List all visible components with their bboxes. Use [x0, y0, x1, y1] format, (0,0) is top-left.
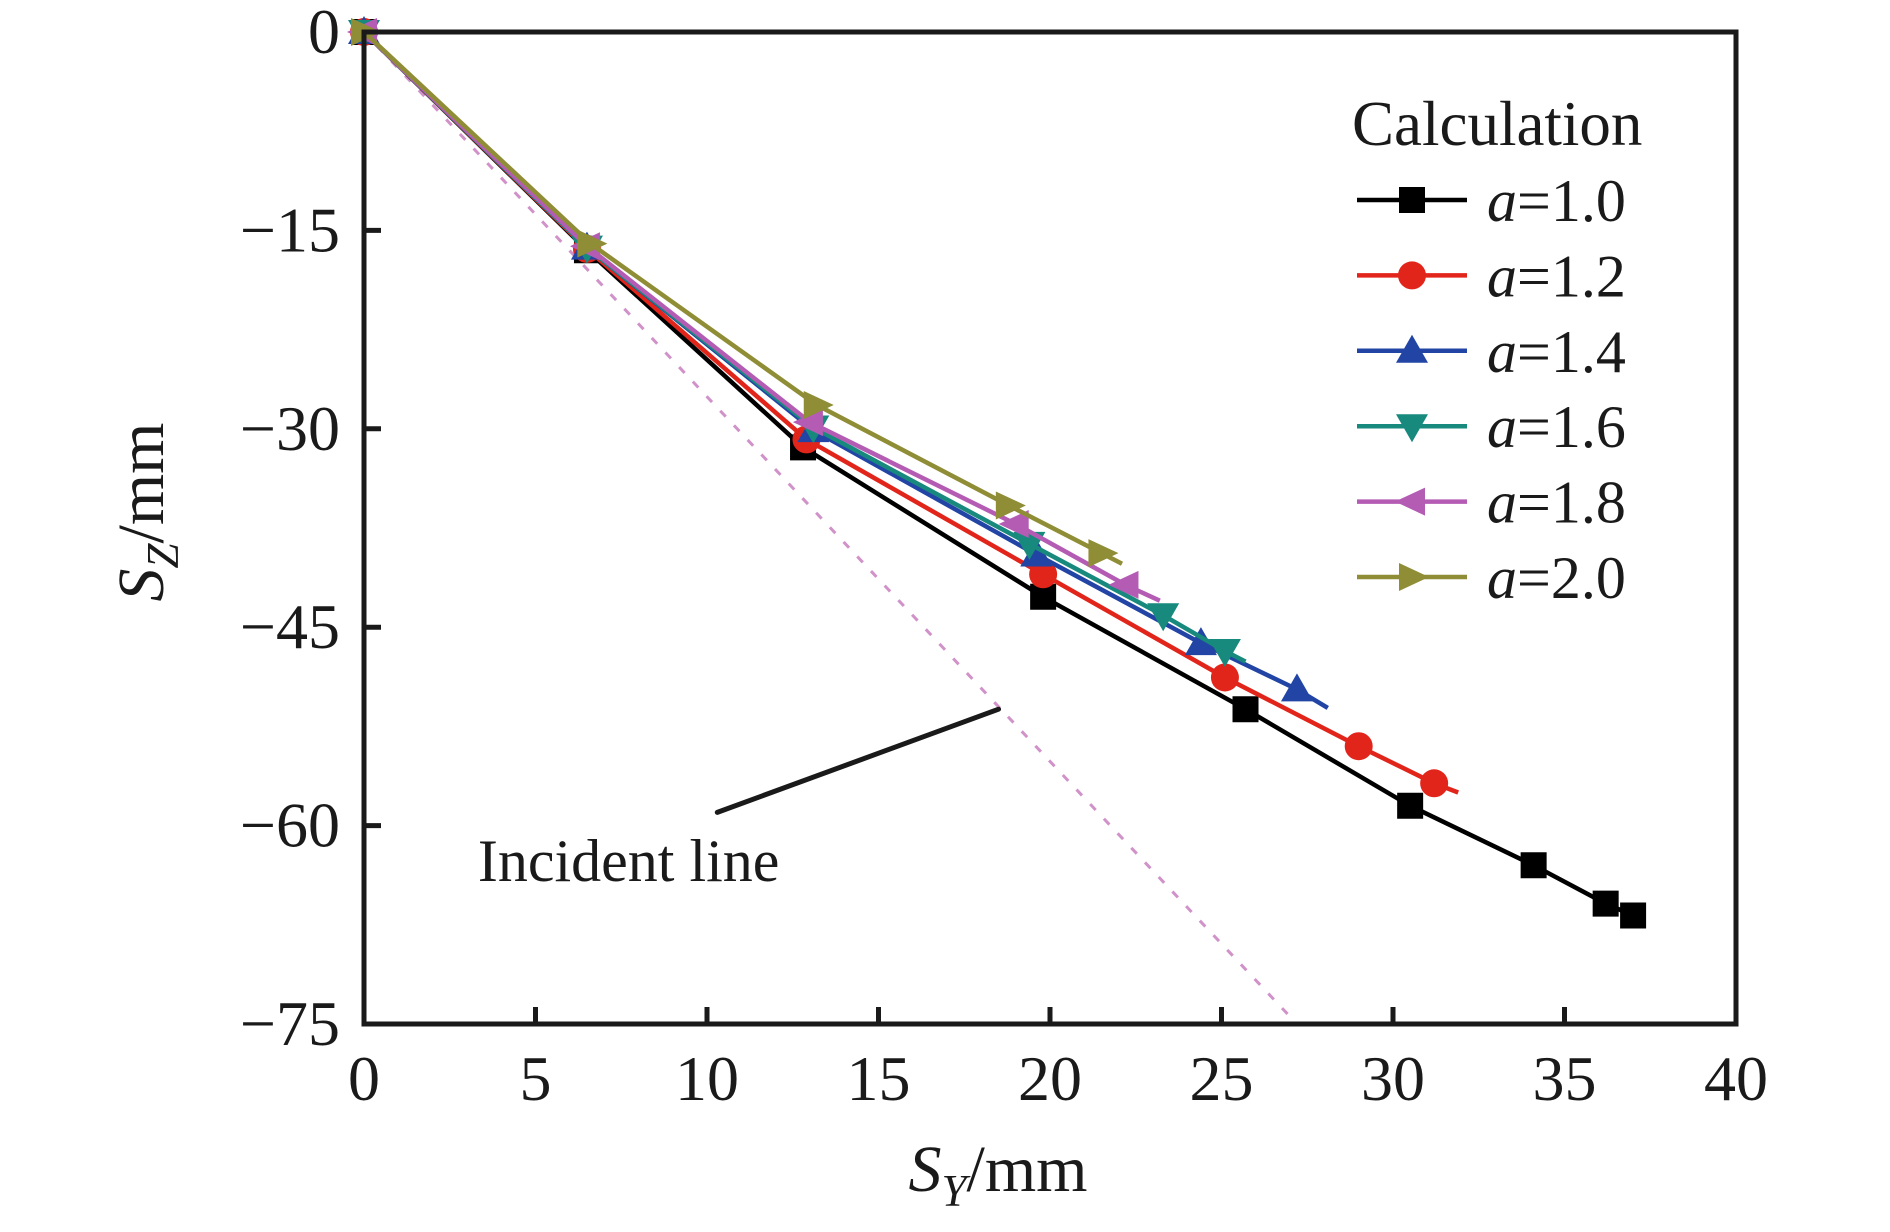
incident-line — [362, 30, 1299, 1026]
triangle-up-marker-a-1-4 — [1020, 538, 1053, 567]
series-a-2-0 — [351, 18, 1124, 568]
triangle-right-marker-a-2-0 — [577, 229, 608, 258]
y-tick-label: −15 — [240, 194, 340, 265]
triangle-right-marker-a-2-0 — [803, 390, 834, 419]
legend-title: Calculation — [1352, 89, 1642, 159]
square-marker-a-1-0 — [1620, 902, 1647, 929]
y-tick-label: 0 — [308, 0, 340, 67]
legend-item-a-1-8: a=1.8 — [1357, 470, 1626, 536]
legend-triangle-up-marker-icon — [1396, 334, 1428, 363]
legend-label-a-1-0: a=1.0 — [1487, 168, 1626, 234]
triangle-right-marker-a-2-0 — [1088, 539, 1119, 568]
legend-label-a-2-0: a=2.0 — [1487, 545, 1626, 611]
legend-circle-marker-icon — [1398, 261, 1426, 290]
legend-triangle-down-marker-icon — [1396, 414, 1428, 443]
legend-item-a-2-0: a=2.0 — [1357, 545, 1626, 611]
x-tick-label: 10 — [675, 1043, 739, 1114]
triangle-up-marker-a-1-4 — [1184, 627, 1217, 656]
x-tick-label: 5 — [520, 1043, 552, 1114]
square-marker-a-1-0 — [1232, 696, 1259, 723]
legend-label-a-1-4: a=1.4 — [1487, 319, 1626, 385]
x-tick-label: 20 — [1018, 1043, 1082, 1114]
legend-item-a-1-4: a=1.4 — [1357, 319, 1626, 385]
legend: Calculation a=1.0 a=1.2 a=1.4 a=1.6 a=1.8 a=2.… — [1352, 89, 1642, 611]
annotation-incident-line-label: Incident line — [478, 828, 780, 894]
legend-triangle-left-marker-icon — [1395, 487, 1425, 516]
triangle-down-marker-a-1-6 — [1147, 603, 1180, 632]
x-tick-label: 40 — [1704, 1043, 1768, 1114]
series-a-1-0 — [351, 19, 1647, 929]
circle-marker-a-1-2 — [1420, 769, 1449, 798]
triangle-left-marker-a-1-8 — [998, 510, 1029, 539]
y-axis: 0 −15 −30 −45 −60 −75 — [240, 0, 381, 1059]
x-tick-label: 30 — [1361, 1043, 1425, 1114]
y-tick-label: −60 — [240, 790, 340, 861]
legend-item-a-1-6: a=1.6 — [1357, 394, 1626, 460]
x-tick-label: 15 — [847, 1043, 911, 1114]
triangle-left-marker-a-1-8 — [792, 408, 823, 437]
square-marker-a-1-0 — [1520, 852, 1547, 879]
x-axis-title: SY/mm — [908, 1133, 1087, 1216]
legend-label-a-1-8: a=1.8 — [1487, 470, 1626, 536]
annotation-pointer-line — [714, 706, 1002, 815]
y-tick-label: −30 — [240, 393, 340, 464]
y-tick-label: −75 — [240, 988, 340, 1059]
triangle-up-marker-a-1-4 — [1280, 673, 1313, 702]
circle-marker-a-1-2 — [1210, 663, 1239, 692]
triangle-down-marker-a-1-6 — [1208, 639, 1241, 668]
legend-item-a-1-2: a=1.2 — [1357, 243, 1626, 309]
x-tick-label: 25 — [1190, 1043, 1254, 1114]
x-axis: 0 5 10 15 20 25 30 35 40 — [348, 1007, 1768, 1114]
square-marker-a-1-0 — [1030, 583, 1057, 610]
legend-label-a-1-2: a=1.2 — [1487, 243, 1626, 309]
triangle-left-marker-a-1-8 — [1108, 570, 1139, 599]
x-tick-label: 0 — [348, 1043, 380, 1114]
circle-marker-a-1-2 — [1029, 560, 1058, 589]
legend-label-a-1-6: a=1.6 — [1487, 394, 1626, 460]
y-tick-label: −45 — [240, 591, 340, 662]
triangle-right-marker-a-2-0 — [995, 491, 1026, 520]
legend-square-marker-icon — [1399, 187, 1425, 213]
triangle-down-marker-a-1-6 — [1013, 531, 1046, 560]
y-axis-title: SZ/mm — [105, 422, 188, 601]
circle-marker-a-1-2 — [1344, 732, 1373, 761]
square-marker-a-1-0 — [1397, 792, 1424, 819]
square-marker-a-1-0 — [1592, 890, 1619, 917]
legend-triangle-right-marker-icon — [1399, 563, 1429, 591]
legend-item-a-1-0: a=1.0 — [1357, 168, 1626, 234]
x-tick-label: 35 — [1533, 1043, 1597, 1114]
